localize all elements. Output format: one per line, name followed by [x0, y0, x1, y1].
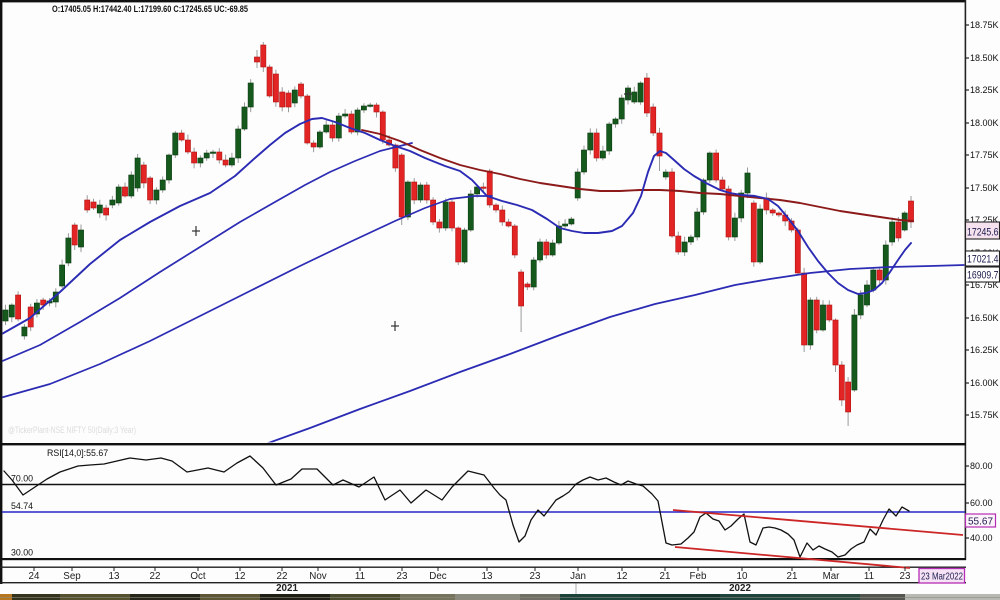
svg-text:Sep: Sep	[63, 571, 81, 582]
svg-text:Mar: Mar	[823, 571, 841, 582]
svg-text:10: 10	[737, 571, 748, 582]
svg-text:12: 12	[617, 571, 628, 582]
svg-text:16.25K: 16.25K	[970, 345, 999, 355]
svg-text:11: 11	[864, 571, 874, 582]
svg-text:17.75K: 17.75K	[970, 150, 999, 160]
svg-text:17245.6: 17245.6	[967, 227, 999, 239]
svg-text:2022: 2022	[729, 583, 751, 594]
svg-text:RSI[14,0]:55.67: RSI[14,0]:55.67	[47, 448, 108, 458]
svg-text:12: 12	[235, 571, 246, 582]
svg-text:16.50K: 16.50K	[970, 313, 999, 323]
svg-text:18.00K: 18.00K	[970, 118, 999, 128]
svg-text:80.00: 80.00	[970, 461, 993, 471]
svg-text:24: 24	[29, 571, 40, 582]
svg-text:70.00: 70.00	[11, 474, 33, 484]
svg-text:Nov: Nov	[309, 571, 327, 582]
svg-text:22: 22	[277, 571, 288, 582]
svg-text:13: 13	[109, 571, 120, 582]
svg-text:@TickerPlant-NSE NIFTY 50(Dail: @TickerPlant-NSE NIFTY 50(Daily:3 Year)	[8, 425, 136, 435]
svg-text:15.75K: 15.75K	[970, 410, 999, 420]
svg-text:22: 22	[150, 571, 161, 582]
svg-text:18.25K: 18.25K	[970, 85, 999, 95]
svg-text:60.00: 60.00	[970, 498, 993, 508]
svg-text:16909.7: 16909.7	[967, 270, 999, 282]
svg-text:23: 23	[397, 571, 408, 582]
svg-text:Dec: Dec	[429, 571, 447, 582]
svg-text:Feb: Feb	[690, 571, 707, 582]
svg-text:17.50K: 17.50K	[970, 183, 999, 193]
svg-text:17.25K: 17.25K	[970, 215, 999, 225]
svg-text:21: 21	[660, 571, 671, 582]
svg-text:Oct: Oct	[190, 571, 206, 582]
svg-text:16.00K: 16.00K	[970, 378, 999, 388]
svg-text:23: 23	[530, 571, 541, 582]
svg-text:13: 13	[482, 571, 493, 582]
svg-text:16.75K: 16.75K	[970, 280, 999, 290]
svg-text:55.67: 55.67	[968, 516, 993, 528]
svg-text:2021: 2021	[276, 583, 298, 594]
svg-text:40.00: 40.00	[970, 533, 993, 543]
svg-text:17021.4: 17021.4	[967, 254, 999, 266]
svg-text:54.74: 54.74	[11, 501, 33, 511]
svg-text:30.00: 30.00	[11, 548, 33, 558]
svg-text:21: 21	[787, 571, 798, 582]
svg-text:18.75K: 18.75K	[970, 20, 999, 30]
svg-text:Jan: Jan	[570, 571, 586, 582]
svg-text:O:17405.05 H:17442.40 L:1719: O:17405.05 H:17442.40 L:17199.60 C:17245…	[52, 4, 249, 15]
svg-text:23: 23	[900, 571, 911, 582]
svg-text:11: 11	[355, 571, 365, 582]
svg-text:18.50K: 18.50K	[970, 53, 999, 63]
svg-text:23 Mar2022: 23 Mar2022	[921, 571, 963, 583]
